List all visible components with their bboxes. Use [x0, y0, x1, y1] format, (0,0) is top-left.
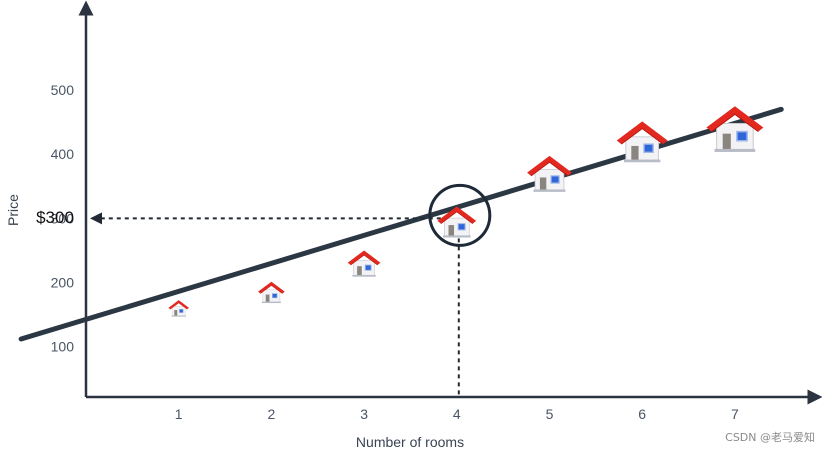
y-tick-label: 500: [51, 82, 75, 98]
x-tick-label: 6: [638, 406, 646, 422]
watermark: CSDN @老马爱知: [725, 430, 815, 444]
price-callout-label: $300: [36, 208, 74, 227]
trend-line: [18, 106, 784, 342]
x-tick-label: 5: [546, 406, 554, 422]
house-icon: [168, 299, 190, 317]
y-tick-label: 100: [51, 339, 75, 355]
x-tick-label: 7: [731, 406, 739, 422]
x-tick-label: 3: [360, 406, 368, 422]
y-axis-title: Price: [5, 194, 21, 226]
x-tick-label: 2: [268, 406, 276, 422]
y-tick-label: 300: [51, 210, 75, 226]
highlight-circle: [428, 183, 492, 247]
house-icon: [257, 281, 286, 304]
x-tick-label: 4: [453, 406, 461, 422]
y-tick-label: 400: [51, 146, 75, 162]
house-icon: [347, 250, 381, 278]
x-tick-label: 1: [175, 406, 183, 422]
house-icon: [705, 105, 765, 153]
y-tick-label: 200: [51, 275, 75, 291]
x-axis-title: Number of rooms: [356, 434, 464, 450]
